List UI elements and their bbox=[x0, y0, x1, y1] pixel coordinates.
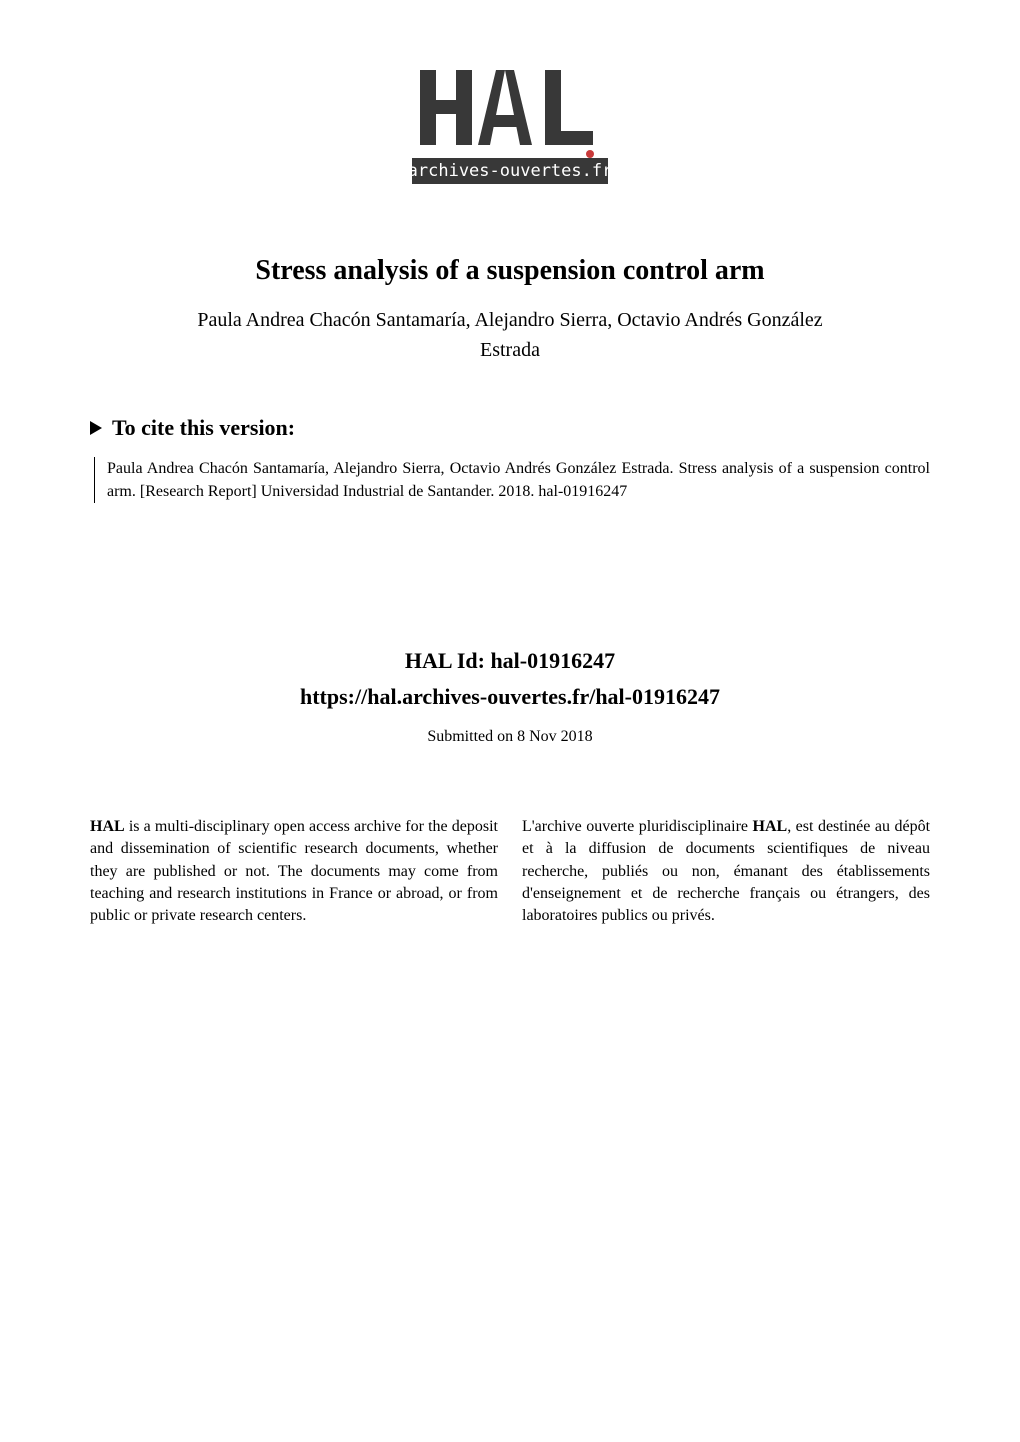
description-columns: HAL is a multi-disciplinary open access … bbox=[90, 816, 930, 928]
cite-label: To cite this version: bbox=[112, 415, 295, 441]
submitted-date: Submitted on 8 Nov 2018 bbox=[90, 728, 930, 746]
hal-bold-fr: HAL bbox=[753, 818, 788, 835]
hal-logo-svg: archives-ouvertes.fr bbox=[400, 60, 620, 190]
authors: Paula Andrea Chacón Santamaría, Alejandr… bbox=[90, 305, 930, 365]
description-english: HAL is a multi-disciplinary open access … bbox=[90, 816, 498, 928]
hal-id-section: HAL Id: hal-01916247 https://hal.archive… bbox=[90, 643, 930, 713]
hal-id: HAL Id: hal-01916247 bbox=[90, 643, 930, 678]
desc-fr-pre: L'archive ouverte pluridisciplinaire bbox=[522, 818, 753, 835]
cite-header: To cite this version: bbox=[90, 415, 930, 441]
hal-logo: archives-ouvertes.fr bbox=[90, 60, 930, 195]
desc-en-text: is a multi-disciplinary open access arch… bbox=[90, 818, 498, 925]
authors-line-1: Paula Andrea Chacón Santamaría, Alejandr… bbox=[90, 305, 930, 335]
authors-line-2: Estrada bbox=[90, 335, 930, 365]
description-french: L'archive ouverte pluridisciplinaire HAL… bbox=[522, 816, 930, 928]
citation-text: Paula Andrea Chacón Santamaría, Alejandr… bbox=[94, 457, 930, 503]
hal-url: https://hal.archives-ouvertes.fr/hal-019… bbox=[90, 679, 930, 714]
hal-bold-en: HAL bbox=[90, 818, 125, 835]
svg-text:archives-ouvertes.fr: archives-ouvertes.fr bbox=[408, 161, 613, 181]
paper-title: Stress analysis of a suspension control … bbox=[90, 255, 930, 287]
triangle-icon bbox=[90, 421, 102, 435]
